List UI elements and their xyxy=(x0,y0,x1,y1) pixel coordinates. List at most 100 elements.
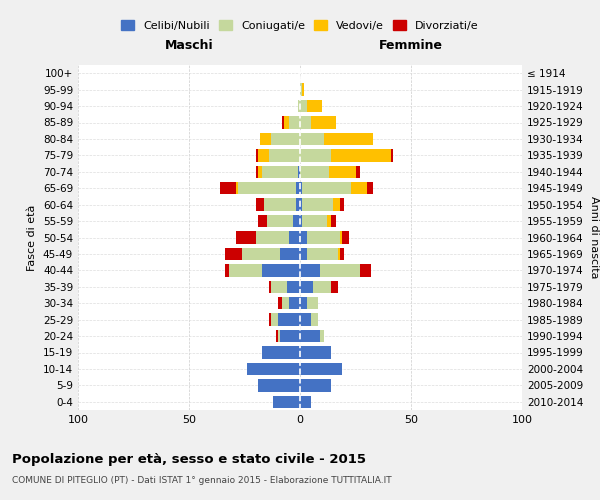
Bar xyxy=(271,133,300,145)
Bar xyxy=(320,330,325,342)
Bar xyxy=(307,248,338,260)
Bar xyxy=(307,232,340,243)
Bar xyxy=(300,182,302,194)
Bar xyxy=(300,198,302,211)
Legend: Celibi/Nubili, Coniugati/e, Vedovi/e, Divorziati/e: Celibi/Nubili, Coniugati/e, Vedovi/e, Di… xyxy=(117,16,483,35)
Bar xyxy=(298,166,300,178)
Bar xyxy=(256,166,258,178)
Bar xyxy=(266,215,293,227)
Bar xyxy=(262,346,300,358)
Bar xyxy=(298,100,300,112)
Text: Femmine: Femmine xyxy=(379,39,443,52)
Bar xyxy=(236,182,238,194)
Bar xyxy=(340,232,342,243)
Bar xyxy=(320,264,360,276)
Bar xyxy=(296,182,300,194)
Bar xyxy=(282,116,284,128)
Bar xyxy=(300,116,311,128)
Bar xyxy=(367,182,373,194)
Bar xyxy=(300,133,325,145)
Bar xyxy=(342,232,349,243)
Bar xyxy=(302,84,304,96)
Bar xyxy=(224,248,242,260)
Text: COMUNE DI PITEGLIO (PT) - Dati ISTAT 1° gennaio 2015 - Elaborazione TUTTITALIA.I: COMUNE DI PITEGLIO (PT) - Dati ISTAT 1° … xyxy=(12,476,392,485)
Bar xyxy=(360,264,371,276)
Bar xyxy=(262,264,300,276)
Bar xyxy=(275,330,278,342)
Bar xyxy=(220,182,236,194)
Bar xyxy=(340,198,344,211)
Bar xyxy=(278,314,300,326)
Bar xyxy=(300,363,342,375)
Bar xyxy=(262,166,298,178)
Text: Popolazione per età, sesso e stato civile - 2015: Popolazione per età, sesso e stato civil… xyxy=(12,452,366,466)
Bar xyxy=(326,215,331,227)
Bar xyxy=(300,396,311,408)
Bar xyxy=(278,297,282,310)
Bar xyxy=(258,149,269,162)
Y-axis label: Fasce di età: Fasce di età xyxy=(28,204,37,270)
Bar xyxy=(282,297,289,310)
Bar xyxy=(325,133,373,145)
Bar xyxy=(331,215,335,227)
Bar xyxy=(313,280,331,293)
Bar xyxy=(260,133,271,145)
Bar xyxy=(271,314,278,326)
Bar xyxy=(289,116,300,128)
Bar xyxy=(269,314,271,326)
Bar xyxy=(289,232,300,243)
Bar xyxy=(258,166,262,178)
Y-axis label: Anni di nascita: Anni di nascita xyxy=(589,196,599,279)
Bar xyxy=(289,297,300,310)
Bar xyxy=(307,100,322,112)
Bar xyxy=(238,182,296,194)
Bar xyxy=(269,280,271,293)
Bar xyxy=(311,116,335,128)
Bar xyxy=(224,264,229,276)
Bar xyxy=(300,232,307,243)
Bar xyxy=(334,198,340,211)
Bar xyxy=(280,248,300,260)
Bar xyxy=(300,248,307,260)
Bar xyxy=(391,149,393,162)
Bar xyxy=(302,182,351,194)
Bar xyxy=(300,330,320,342)
Bar xyxy=(296,198,300,211)
Bar xyxy=(329,166,355,178)
Bar xyxy=(271,280,287,293)
Bar xyxy=(280,330,300,342)
Bar xyxy=(269,149,300,162)
Text: Maschi: Maschi xyxy=(164,39,214,52)
Bar xyxy=(300,166,329,178)
Bar xyxy=(331,280,338,293)
Bar xyxy=(338,248,340,260)
Bar xyxy=(256,198,265,211)
Bar xyxy=(242,248,280,260)
Bar xyxy=(355,166,360,178)
Bar xyxy=(300,100,307,112)
Bar xyxy=(247,363,300,375)
Bar xyxy=(307,297,318,310)
Bar xyxy=(300,314,311,326)
Bar xyxy=(300,280,313,293)
Bar xyxy=(229,264,262,276)
Bar xyxy=(340,248,344,260)
Bar xyxy=(351,182,367,194)
Bar xyxy=(300,84,302,96)
Bar xyxy=(258,215,266,227)
Bar xyxy=(265,198,296,211)
Bar xyxy=(300,215,302,227)
Bar xyxy=(302,198,334,211)
Bar xyxy=(302,215,326,227)
Bar xyxy=(293,215,300,227)
Bar xyxy=(331,149,391,162)
Bar xyxy=(284,116,289,128)
Bar xyxy=(258,379,300,392)
Bar xyxy=(311,314,318,326)
Bar xyxy=(256,232,289,243)
Bar xyxy=(287,280,300,293)
Bar xyxy=(300,264,320,276)
Bar xyxy=(236,232,256,243)
Bar xyxy=(300,379,331,392)
Bar xyxy=(256,149,258,162)
